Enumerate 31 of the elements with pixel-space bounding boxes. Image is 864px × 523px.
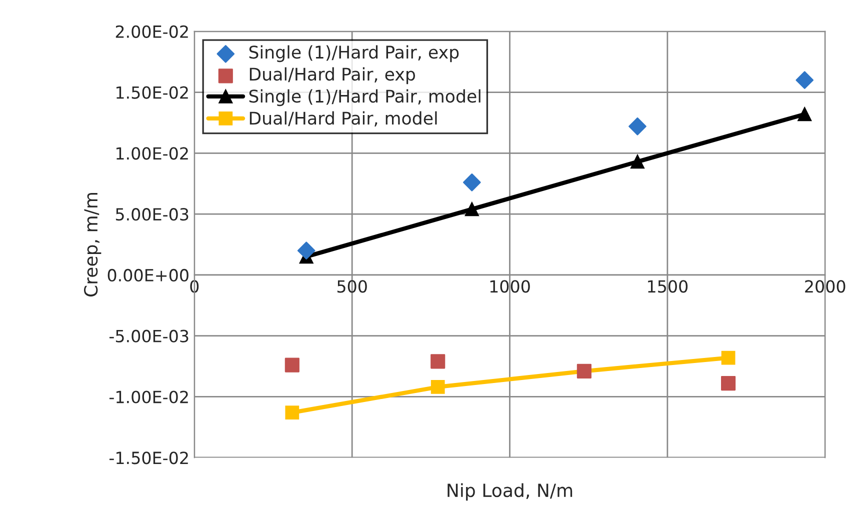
y-tick-label: 1.50E-02 [116, 86, 188, 99]
legend-label: Dual/Hard Pair, exp [250, 67, 416, 84]
legend-label: Dual/Hard Pair, model [250, 111, 437, 127]
point [721, 350, 736, 365]
y-tick-label: -1.00E-02 [109, 390, 188, 404]
y-axis-title: Creep, m/m [84, 193, 102, 297]
y-tick-label: 0.00E+00 [108, 268, 188, 282]
x-axis-title: Nip Load, N/m [448, 483, 572, 501]
point [430, 380, 445, 394]
legend-label: Single (1)/Hard Pair, exp [249, 45, 459, 62]
point [798, 107, 812, 122]
y-tick-label: 1.00E-02 [116, 147, 188, 160]
point [297, 242, 316, 260]
point [464, 202, 479, 216]
point [721, 376, 736, 391]
y-tick-label: -5.00E-03 [109, 330, 188, 342]
point [628, 117, 646, 136]
legend-label: Single (1)/Hard Pair, model [249, 89, 480, 106]
y-tick-label: 5.00E-03 [116, 208, 188, 221]
point [630, 154, 644, 169]
point [430, 354, 446, 369]
point [796, 71, 814, 90]
x-tick-label: 2000 [805, 280, 846, 293]
y-tick-label: 2.00E-02 [116, 25, 188, 38]
x-tick-label: 500 [337, 280, 367, 293]
point [284, 358, 300, 372]
point [285, 406, 300, 420]
x-tick-label: 1500 [648, 280, 688, 293]
y-tick-label: -1.50E-02 [109, 452, 188, 464]
x-tick-label: 1000 [490, 280, 530, 293]
point [463, 173, 481, 192]
